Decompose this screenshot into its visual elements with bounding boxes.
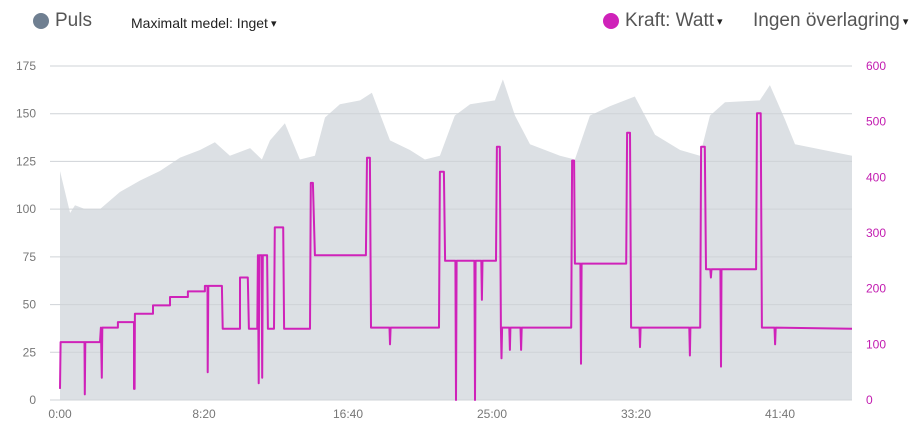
x-tick-label: 33:20 xyxy=(621,407,651,421)
power-series-label: Kraft: Watt xyxy=(625,10,715,31)
right-tick-label: 300 xyxy=(866,226,886,240)
max-average-dropdown[interactable]: Maximalt medel: Inget ▾ xyxy=(131,15,276,31)
right-tick-label: 400 xyxy=(866,170,886,184)
x-tick-label: 0:00 xyxy=(48,407,72,421)
right-tick-label: 200 xyxy=(866,282,886,296)
left-tick-label: 0 xyxy=(29,393,36,407)
legend-puls-label: Puls xyxy=(55,10,92,31)
power-line xyxy=(59,112,853,401)
x-tick-label: 16:40 xyxy=(333,407,363,421)
left-tick-label: 50 xyxy=(23,298,37,312)
left-tick-label: 25 xyxy=(23,345,37,359)
left-tick-label: 175 xyxy=(16,59,36,73)
overlay-label: Ingen överlagring xyxy=(753,10,900,31)
right-tick-label: 500 xyxy=(866,115,886,129)
chevron-down-icon: ▾ xyxy=(717,15,723,28)
power-series-dropdown[interactable]: Kraft: Watt ▾ xyxy=(603,10,723,32)
x-tick-label: 41:40 xyxy=(765,407,795,421)
chevron-down-icon: ▾ xyxy=(270,17,277,30)
x-tick-label: 8:20 xyxy=(192,407,216,421)
right-tick-label: 0 xyxy=(866,393,873,407)
left-tick-label: 75 xyxy=(23,250,37,264)
x-tick-label: 25:00 xyxy=(477,407,507,421)
puls-legend-dot-icon xyxy=(33,13,49,29)
max-average-label: Maximalt medel: Inget xyxy=(131,15,268,31)
left-tick-label: 125 xyxy=(16,154,36,168)
chevron-down-icon: ▾ xyxy=(902,15,909,28)
right-tick-label: 100 xyxy=(866,337,886,351)
right-tick-label: 600 xyxy=(866,59,886,73)
kraft-legend-dot-icon xyxy=(603,13,619,29)
left-tick-label: 100 xyxy=(16,202,36,216)
overlay-dropdown[interactable]: Ingen överlagring ▾ xyxy=(753,10,908,32)
legend-puls[interactable]: Puls xyxy=(33,10,92,32)
left-tick-label: 150 xyxy=(16,107,36,121)
